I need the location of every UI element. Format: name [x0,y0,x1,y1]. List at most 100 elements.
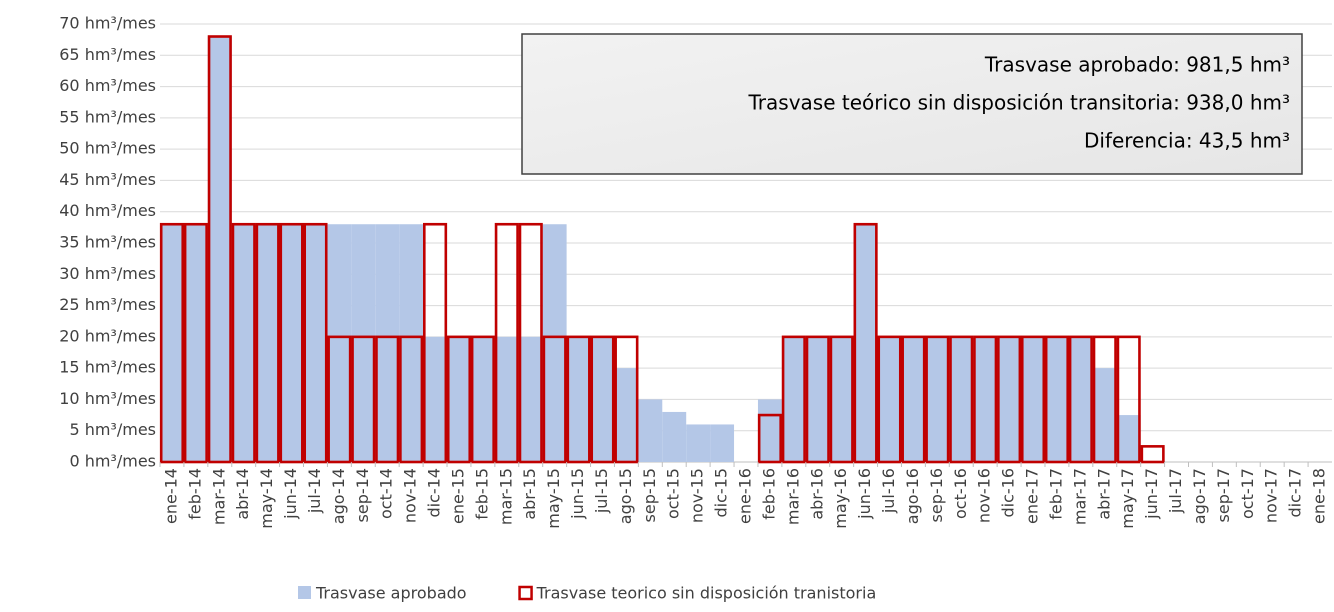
y-tick-label: 50 hm³/mes [59,139,156,158]
x-tick-label: mar-17 [1070,468,1089,525]
x-tick-label: nov-17 [1262,468,1281,523]
bar [1092,368,1117,462]
bar-outline [518,222,543,464]
bar-outline [901,335,926,464]
x-tick-label: may-15 [544,468,563,529]
bar [710,424,735,462]
y-tick-label: 15 hm³/mes [59,358,156,377]
x-tick-label: jun-15 [568,468,587,520]
bar [303,224,328,462]
bar-outline [303,222,328,464]
bar-outline [494,222,519,464]
bar [255,224,280,462]
bar [686,424,711,462]
bar-outline [614,335,639,464]
bar-outline [542,335,567,464]
bar [566,336,591,462]
x-tick-label: may-17 [1118,468,1137,529]
bar-outline [877,335,902,464]
x-tick-label: jun-14 [281,468,300,520]
y-tick-label: 30 hm³/mes [59,264,156,283]
x-tick-label: jun-16 [855,468,874,520]
bar [1116,415,1141,462]
y-tick-label: 65 hm³/mes [59,45,156,64]
x-tick-label: sep-14 [353,468,372,522]
x-tick-label: nov-16 [975,468,994,523]
bar-outline [446,335,472,464]
bar [997,336,1022,462]
bar [542,224,567,462]
annotation: Diferencia: 43,5 hm³ [1084,129,1290,153]
x-tick-label: dic-15 [712,468,731,518]
bar [614,368,639,462]
x-tick-label: jun-17 [1142,468,1161,520]
x-tick-label: jul-15 [592,468,611,514]
x-tick-label: ene-14 [161,468,180,524]
bar-outline [997,335,1022,464]
x-tick-label: ene-16 [736,468,755,524]
x-tick-label: mar-15 [496,468,515,525]
legend-swatch [298,586,311,599]
x-tick-label: mar-14 [209,468,228,525]
x-tick-label: sep-15 [640,468,659,522]
x-tick-label: oct-15 [664,468,683,519]
x-tick-label: feb-17 [1046,468,1065,520]
bar-outline [1068,335,1093,464]
bar-outline [1092,335,1117,464]
y-tick-label: 35 hm³/mes [59,233,156,252]
x-tick-label: jul-16 [879,468,898,514]
y-tick-label: 40 hm³/mes [59,201,156,220]
x-tick-label: ago-15 [616,468,635,524]
x-tick-label: ago-14 [329,468,348,524]
bar-outline [183,222,208,464]
bar-outline [973,335,998,464]
x-tick-label: feb-15 [472,468,491,520]
y-tick-label: 55 hm³/mes [59,107,156,126]
bar-outline [399,335,424,464]
x-tick-label: oct-17 [1238,468,1257,519]
bar-outline [423,222,448,464]
bar [757,399,782,462]
x-tick-label: mar-16 [783,468,802,525]
x-tick-label: abr-15 [520,468,539,520]
y-tick-label: 25 hm³/mes [59,295,156,314]
bar-outline [159,222,185,464]
bar-outline [781,335,806,464]
bar [853,224,878,462]
x-tick-label: abr-14 [233,468,252,520]
x-tick-label: sep-17 [1214,468,1233,522]
x-tick-label: dic-16 [999,468,1018,518]
bar [1021,336,1045,462]
x-tick-label: oct-16 [951,468,970,519]
bar-outline [375,335,400,464]
x-tick-label: dic-17 [1286,468,1305,518]
x-tick-label: ene-18 [1310,468,1329,524]
bar-outline [757,413,782,464]
bar [351,224,376,462]
x-tick-label: ene-15 [448,468,467,524]
bar-outline [1020,335,1046,464]
bar [901,336,926,462]
bar [781,336,806,462]
bar-outline [566,335,591,464]
bar [829,336,854,462]
bar [877,336,902,462]
bar [494,336,519,462]
bar [805,336,830,462]
y-tick-label: 60 hm³/mes [59,76,156,95]
bar [375,224,400,462]
legend-label: Trasvase aprobado [315,584,467,603]
x-tick-label: nov-15 [688,468,707,523]
y-tick-label: 10 hm³/mes [59,389,156,408]
bar-outline [805,335,830,464]
bar-outline [925,335,950,464]
bar-outline [1140,445,1165,464]
bar-outline [231,222,256,464]
bar-outline [470,335,495,464]
bar [160,224,184,462]
bar [1068,336,1093,462]
x-tick-label: jul-14 [305,468,324,514]
bar-outline [255,222,280,464]
y-tick-label: 45 hm³/mes [59,170,156,189]
